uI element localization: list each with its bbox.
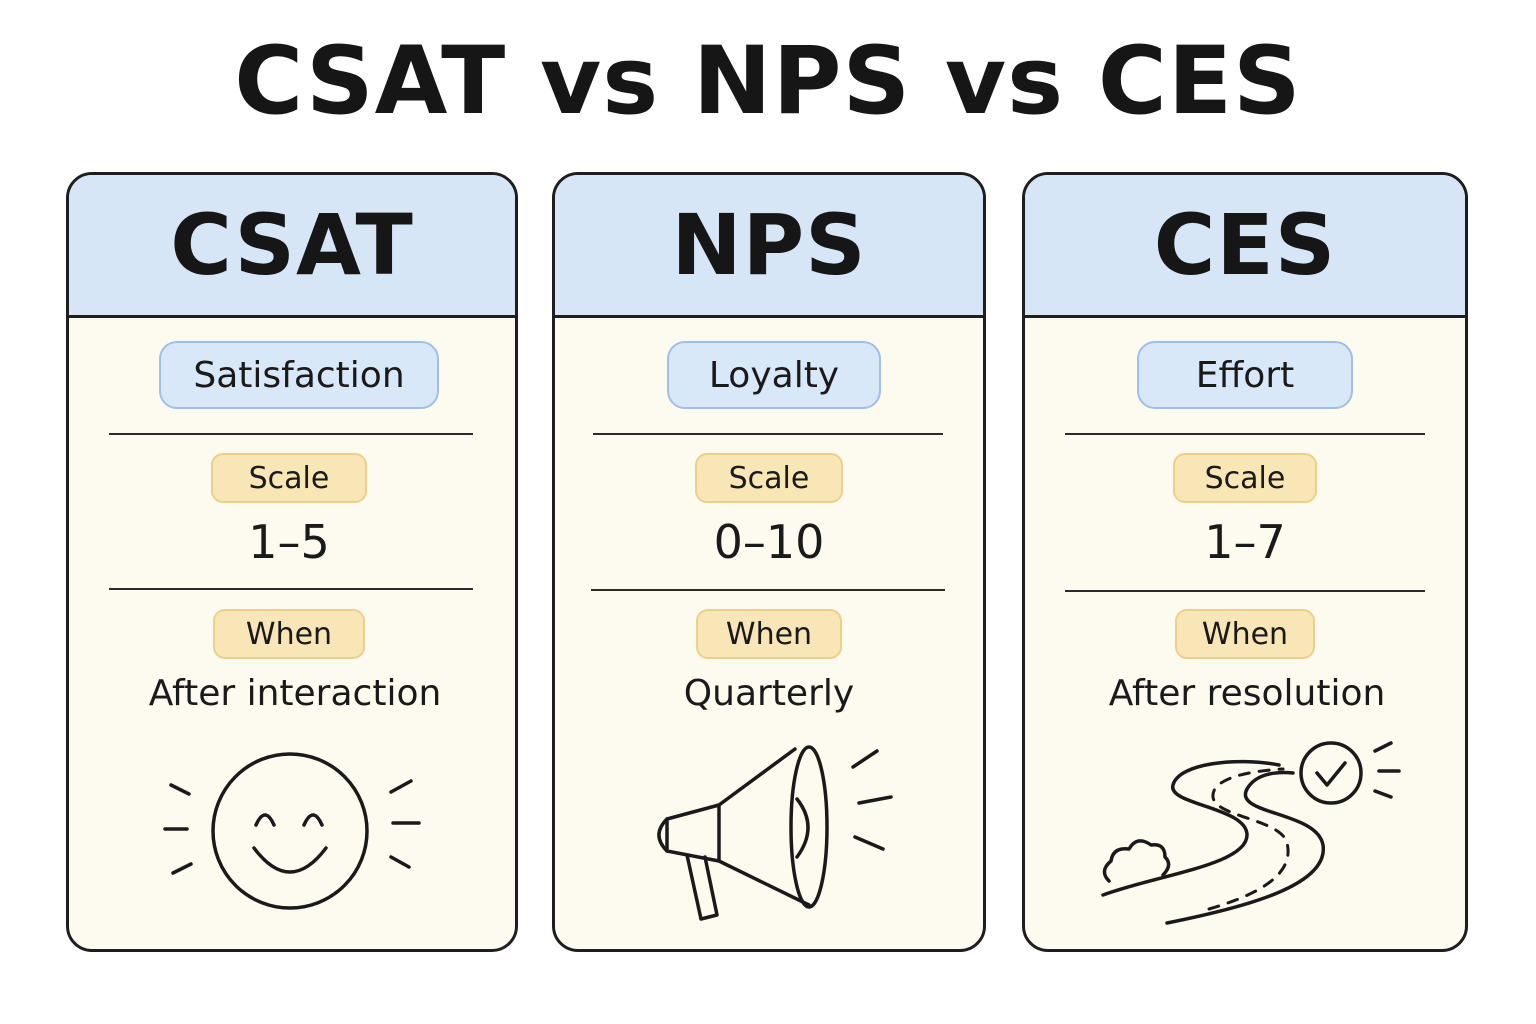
divider bbox=[593, 433, 943, 435]
divider bbox=[1065, 433, 1425, 435]
category-pill: Effort bbox=[1137, 341, 1353, 409]
scale-value: 0–10 bbox=[713, 515, 825, 569]
card-header: CSAT bbox=[69, 175, 515, 318]
when-value: Quarterly bbox=[683, 673, 855, 714]
card-header: NPS bbox=[555, 175, 983, 318]
divider bbox=[109, 588, 473, 590]
winding-road-checkmark-icon bbox=[1097, 735, 1407, 935]
card-csat: CSAT Satisfaction Scale 1–5 When After i… bbox=[66, 172, 518, 952]
scale-label-tag: Scale bbox=[695, 453, 843, 503]
card-title: CES bbox=[1153, 196, 1337, 294]
divider bbox=[1065, 590, 1425, 592]
divider bbox=[109, 433, 473, 435]
when-label-tag: When bbox=[696, 609, 842, 659]
card-nps: NPS Loyalty Scale 0–10 When Quarterly bbox=[552, 172, 986, 952]
scale-value: 1–5 bbox=[248, 515, 330, 569]
scale-value: 1–7 bbox=[1204, 515, 1286, 569]
card-title: NPS bbox=[671, 196, 867, 294]
category-pill: Loyalty bbox=[667, 341, 881, 409]
when-label-tag: When bbox=[213, 609, 365, 659]
scale-label-tag: Scale bbox=[1173, 453, 1317, 503]
when-value: After resolution bbox=[1108, 673, 1386, 714]
divider bbox=[591, 589, 945, 591]
when-value: After interaction bbox=[148, 673, 442, 714]
page-title: CSAT vs NPS vs CES bbox=[234, 27, 1302, 136]
when-label-tag: When bbox=[1175, 609, 1315, 659]
smiley-face-icon bbox=[153, 745, 433, 915]
category-pill: Satisfaction bbox=[159, 341, 439, 409]
card-title: CSAT bbox=[170, 196, 414, 294]
megaphone-icon bbox=[647, 737, 907, 937]
scale-label-tag: Scale bbox=[211, 453, 367, 503]
card-header: CES bbox=[1025, 175, 1465, 318]
card-ces: CES Effort Scale 1–7 When After resoluti… bbox=[1022, 172, 1468, 952]
